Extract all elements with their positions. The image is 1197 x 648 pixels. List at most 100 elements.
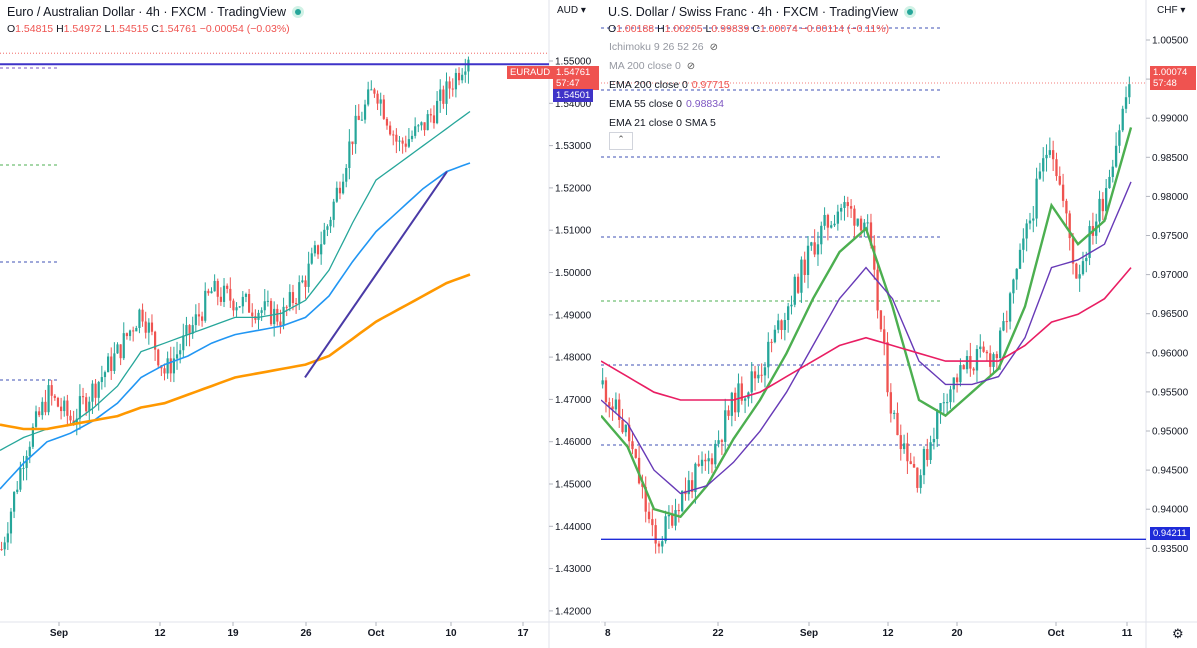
candle-body xyxy=(1075,263,1078,279)
candle-body xyxy=(710,458,714,465)
ohlc-change: −0.00054 (−0.03%) xyxy=(199,23,290,35)
left-currency-label[interactable]: AUD ▾ xyxy=(557,5,586,16)
indicator-ema200[interactable]: EMA 200 close 0 0.97715 xyxy=(609,79,730,91)
time-tick-label: Oct xyxy=(1048,628,1065,639)
candle-body xyxy=(451,88,454,90)
hidden-eye-icon[interactable]: ⊘ xyxy=(709,42,718,53)
candle-body xyxy=(916,467,919,488)
market-open-icon xyxy=(904,6,917,18)
candle-body xyxy=(1025,223,1028,239)
settings-gear-icon[interactable]: ⚙ xyxy=(1172,626,1184,641)
candle-body xyxy=(141,309,144,322)
candle-body xyxy=(310,253,313,264)
candle-body xyxy=(157,349,160,366)
candle-body xyxy=(179,350,182,355)
candle-body xyxy=(1128,84,1131,98)
candle-body xyxy=(63,400,66,412)
candle-body xyxy=(307,263,310,287)
right-currency-label[interactable]: CHF ▾ xyxy=(1157,5,1186,16)
candle-body xyxy=(922,448,926,476)
candle-body xyxy=(1002,321,1005,331)
candle-body xyxy=(288,292,291,307)
candle-body xyxy=(100,377,103,383)
price-tick-label: 1.52000 xyxy=(555,183,592,194)
ohlc-o-label: O xyxy=(7,23,16,35)
candle-body xyxy=(316,245,320,255)
indicator-ichimoku[interactable]: Ichimoku 9 26 52 26 ⊘ xyxy=(609,41,718,53)
hidden-eye-icon[interactable]: ⊘ xyxy=(686,61,696,72)
candle-body xyxy=(902,443,906,450)
candle-body xyxy=(25,456,28,468)
moving-average-line xyxy=(601,267,1132,401)
candle-body xyxy=(942,402,946,404)
price-tick-label: 1.51000 xyxy=(555,226,592,237)
indicator-ema21[interactable]: EMA 21 close 0 SMA 5 xyxy=(609,117,716,129)
candle-body xyxy=(753,371,757,379)
price-tick-label: 1.00500 xyxy=(1152,36,1189,47)
candle-body xyxy=(1068,213,1071,239)
candle-body xyxy=(448,81,451,89)
candle-body xyxy=(647,511,651,520)
candle-body xyxy=(360,119,363,121)
candle-body xyxy=(1121,108,1124,131)
candle-body xyxy=(720,440,724,442)
candle-body xyxy=(429,114,432,116)
left-level-tag: 1.54501 xyxy=(553,89,594,102)
candle-body xyxy=(823,214,826,226)
candle-body xyxy=(301,280,304,283)
candle-body xyxy=(188,325,191,334)
euraud-chart-pane[interactable]: 1.55000 1.54000 1.53000 1.52000 1.51000 1.500… xyxy=(0,0,600,648)
time-tick-label: 19 xyxy=(227,628,239,639)
candle-body xyxy=(213,280,216,292)
candle-body xyxy=(945,402,949,404)
candle-body xyxy=(926,448,929,460)
indicator-ma200[interactable]: MA 200 close 0 ⊘ xyxy=(609,60,695,72)
candle-body xyxy=(373,89,376,94)
candle-body xyxy=(295,302,298,304)
candle-body xyxy=(972,368,975,371)
price-tick-label: 0.97000 xyxy=(1152,270,1189,281)
candle-body xyxy=(81,396,85,398)
usdchf-chart-canvas[interactable]: 1.005000.995000.990000.985000.980000.975… xyxy=(601,0,1197,648)
candle-body xyxy=(1114,145,1118,167)
right-ohlc: O1.00188 H1.00205 L0.99839 C1.00074 −0.0… xyxy=(608,23,889,35)
candle-body xyxy=(1035,178,1038,219)
candle-body xyxy=(432,115,436,124)
candle-body xyxy=(442,89,445,104)
right-countdown: 57:48 xyxy=(1153,78,1177,89)
candle-body xyxy=(687,480,690,495)
candle-body xyxy=(830,225,833,228)
euraud-chart-canvas[interactable]: 1.55000 1.54000 1.53000 1.52000 1.51000 1.500… xyxy=(0,0,600,648)
candle-body xyxy=(370,89,373,91)
candle-body xyxy=(618,399,621,420)
indicator-ema55[interactable]: EMA 55 close 0 0.98834 xyxy=(609,98,724,110)
candle-body xyxy=(232,300,235,311)
candle-body xyxy=(843,202,846,208)
usdchf-chart-pane[interactable]: 1.005000.995000.990000.985000.980000.975… xyxy=(601,0,1197,648)
candle-body xyxy=(899,435,902,450)
candle-body xyxy=(379,99,382,104)
candle-body xyxy=(464,71,467,75)
candle-body xyxy=(326,226,329,230)
candle-body xyxy=(207,290,210,294)
candle-body xyxy=(680,490,684,512)
candle-body xyxy=(41,401,44,416)
candle-body xyxy=(285,306,288,308)
candle-body xyxy=(909,461,912,465)
candle-body xyxy=(329,219,332,227)
candle-body xyxy=(1045,154,1048,159)
left-title-text: Euro / Australian Dollar · 4h · FXCM · T… xyxy=(7,5,287,19)
collapse-legend-button[interactable]: ⌃ xyxy=(609,132,633,150)
candle-body xyxy=(959,365,962,383)
candle-body xyxy=(273,308,276,325)
candle-body xyxy=(707,458,710,462)
candle-body xyxy=(700,459,704,466)
candle-body xyxy=(611,406,614,410)
candle-body xyxy=(654,525,657,544)
ohlc-l-label: L xyxy=(104,23,111,35)
ohlc-o: 1.00188 xyxy=(616,23,655,35)
candle-body xyxy=(697,463,700,466)
candle-body xyxy=(631,441,634,450)
candle-body xyxy=(979,346,982,350)
candle-body xyxy=(222,285,226,302)
